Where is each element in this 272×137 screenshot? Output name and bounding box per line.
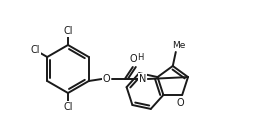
Text: O: O [130,54,138,64]
Text: Cl: Cl [30,45,40,55]
Text: Cl: Cl [63,102,73,112]
Text: Cl: Cl [63,26,73,36]
Text: O: O [176,98,184,108]
Text: H: H [138,52,144,62]
Text: O: O [103,74,111,84]
Text: Me: Me [172,41,186,49]
Text: N: N [139,74,147,84]
